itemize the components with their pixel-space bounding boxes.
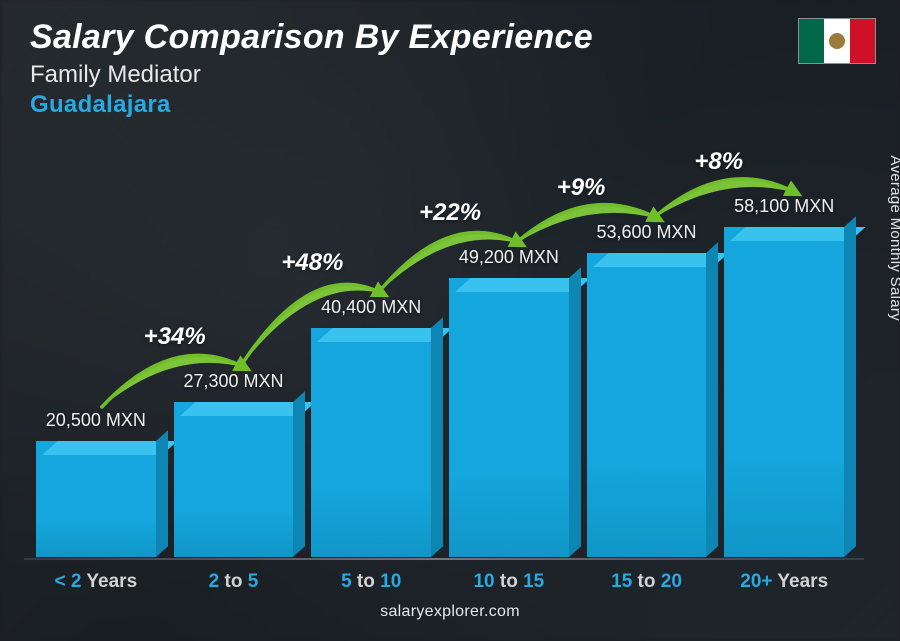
bar-col: 49,200 MXN xyxy=(449,247,569,557)
bar-value-label: 20,500 MXN xyxy=(46,410,146,431)
bar-3d xyxy=(174,402,294,557)
bar-col: 40,400 MXN xyxy=(311,297,431,557)
bar-3d xyxy=(449,278,569,557)
flag-stripe-red xyxy=(850,19,875,63)
bar-value-label: 58,100 MXN xyxy=(734,196,834,217)
flag-icon xyxy=(798,18,876,64)
bar-front-face xyxy=(311,328,431,557)
flag-stripe-green xyxy=(799,19,824,63)
footer-credit: salaryexplorer.com xyxy=(30,603,870,623)
flag-emblem-icon xyxy=(829,33,845,49)
bar-side-face xyxy=(293,391,305,557)
job-subtitle: Family Mediator xyxy=(30,61,870,89)
xaxis-label: 20+ Years xyxy=(724,561,844,603)
bar-3d xyxy=(724,227,844,557)
bar-front-face xyxy=(587,253,707,557)
bar-front-face xyxy=(724,227,844,557)
xaxis-label: 15 to 20 xyxy=(587,561,707,603)
bar-value-label: 53,600 MXN xyxy=(596,222,696,243)
yaxis-label: Average Monthly Salary xyxy=(888,155,900,321)
page-title: Salary Comparison By Experience xyxy=(30,18,870,57)
xaxis: < 2 Years 2 to 5 5 to 10 10 to 15 15 to 20 20… xyxy=(30,561,850,603)
bars-container: 20,500 MXN 27,300 MXN 40,400 MXN 49,200 … xyxy=(30,157,850,557)
location-label: Guadalajara xyxy=(30,91,870,119)
bar-value-label: 40,400 MXN xyxy=(321,297,421,318)
bar-col: 58,100 MXN xyxy=(724,196,844,557)
bar-front-face xyxy=(36,441,156,557)
bar-3d xyxy=(587,253,707,557)
bar-value-label: 27,300 MXN xyxy=(183,371,283,392)
xaxis-label: < 2 Years xyxy=(36,561,156,603)
bar-side-face xyxy=(156,430,168,557)
content-root: Salary Comparison By Experience Family M… xyxy=(0,0,900,641)
bar-side-face xyxy=(706,242,718,557)
xaxis-label: 10 to 15 xyxy=(449,561,569,603)
bar-3d xyxy=(36,441,156,557)
chart-area: 20,500 MXN 27,300 MXN 40,400 MXN 49,200 … xyxy=(30,123,850,603)
bar-side-face xyxy=(569,267,581,557)
bar-front-face xyxy=(174,402,294,557)
bar-col: 53,600 MXN xyxy=(587,222,707,557)
bar-front-face xyxy=(449,278,569,557)
bar-side-face xyxy=(844,216,856,557)
xaxis-label: 5 to 10 xyxy=(311,561,431,603)
header: Salary Comparison By Experience Family M… xyxy=(30,18,870,119)
bar-side-face xyxy=(431,317,443,557)
bar-col: 20,500 MXN xyxy=(36,410,156,557)
bar-col: 27,300 MXN xyxy=(174,371,294,557)
xaxis-label: 2 to 5 xyxy=(174,561,294,603)
bar-3d xyxy=(311,328,431,557)
bar-value-label: 49,200 MXN xyxy=(459,247,559,268)
